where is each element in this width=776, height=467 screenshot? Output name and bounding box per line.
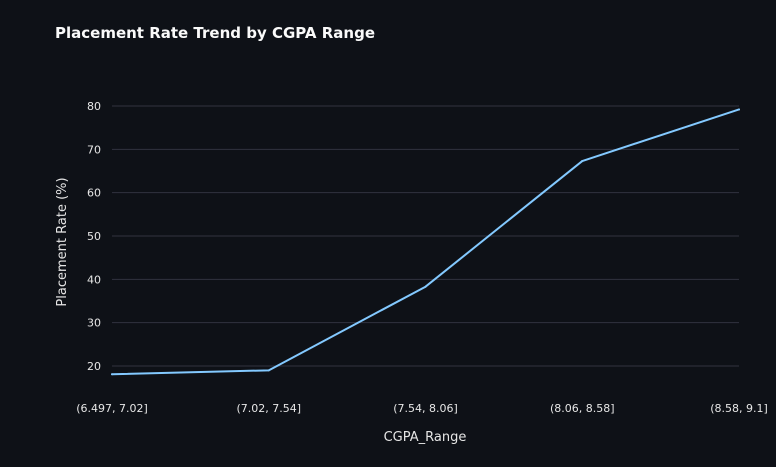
y-tick-label: 40 [87,273,101,286]
data-point[interactable] [738,108,740,111]
x-tick-label: (6.497, 7.02] [76,402,148,415]
x-tick-label: (7.02, 7.54] [236,402,301,415]
y-tick-label: 20 [87,360,101,373]
y-tick-label: 80 [87,100,101,113]
data-point[interactable] [267,369,270,372]
data-point[interactable] [581,160,584,163]
x-tick-label: (7.54, 8.06] [393,402,458,415]
x-tick-label: (8.06, 8.58] [550,402,615,415]
y-tick-label: 70 [87,143,101,156]
series-layer [111,108,740,376]
y-tick-label: 60 [87,187,101,200]
grid [112,105,739,367]
y-tick-label: 30 [87,317,101,330]
chart-title: Placement Rate Trend by CGPA Range [55,24,375,42]
x-axis-title: CGPA_Range [384,430,467,445]
x-tick-label: (8.58, 9.1] [710,402,768,415]
data-point[interactable] [111,373,113,376]
y-axis-title: Placement Rate (%) [55,177,70,306]
y-tick-label: 50 [87,230,101,243]
x-axis-ticks: (6.497, 7.02] (7.02, 7.54] (7.54, 8.06] (8.… [76,402,768,415]
y-axis-ticks: 20 30 40 50 60 70 80 [87,100,101,373]
data-point[interactable] [424,285,427,288]
